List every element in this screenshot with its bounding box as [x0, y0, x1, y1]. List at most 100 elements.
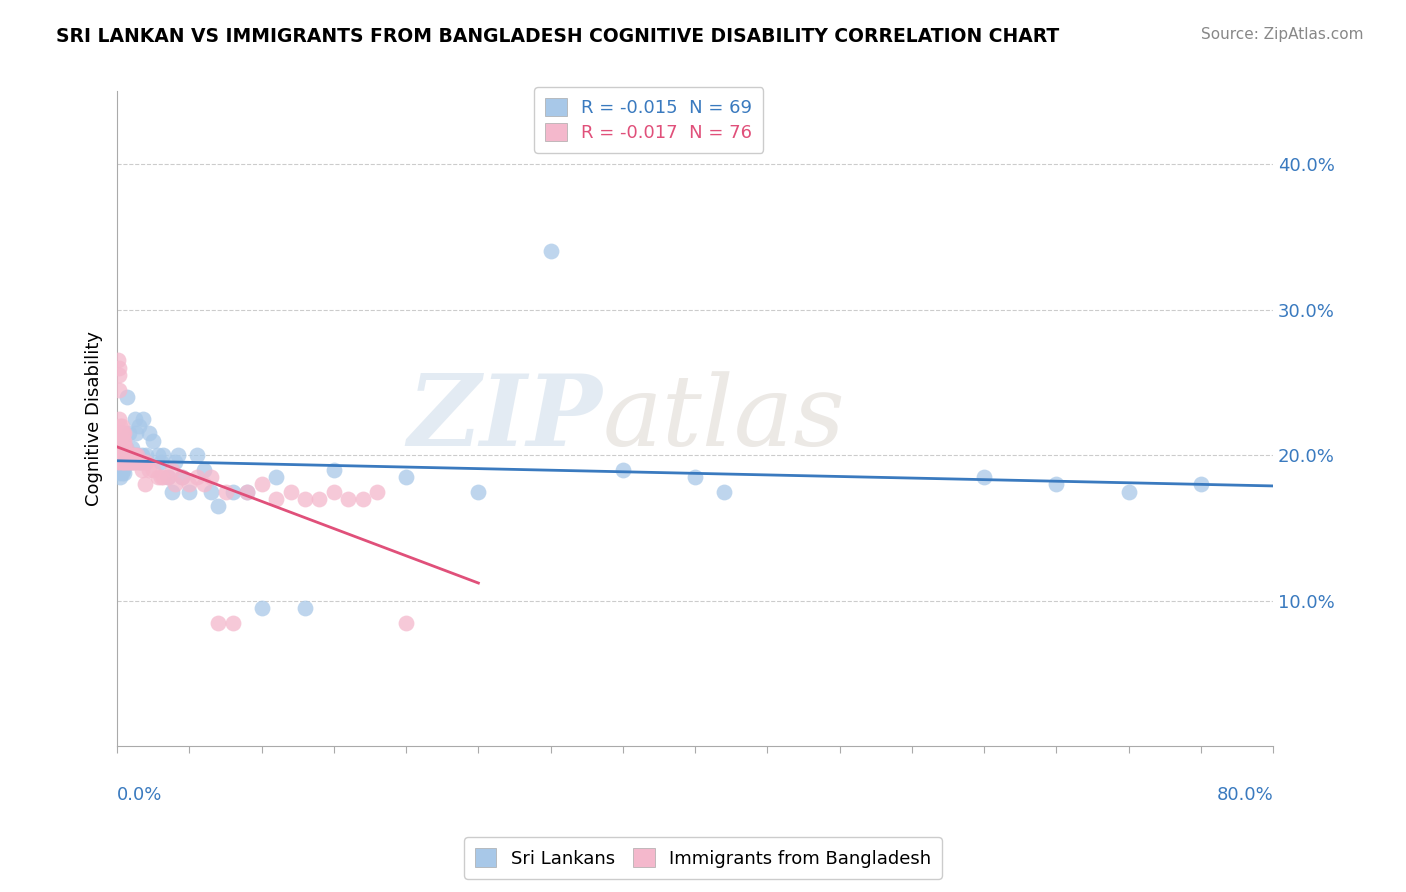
Point: [111, 426, 134, 441]
Point: [108, 470, 131, 484]
Point: [117, 448, 139, 462]
Legend: Sri Lankans, Immigrants from Bangladesh: Sri Lankans, Immigrants from Bangladesh: [464, 838, 942, 879]
Point: [146, 470, 169, 484]
Point: [200, 470, 222, 484]
Point: [120, 455, 142, 469]
Point: [322, 484, 344, 499]
Point: [1118, 484, 1140, 499]
Point: [129, 455, 152, 469]
Point: [110, 455, 132, 469]
Text: SRI LANKAN VS IMMIGRANTS FROM BANGLADESH COGNITIVE DISABILITY CORRELATION CHART: SRI LANKAN VS IMMIGRANTS FROM BANGLADESH…: [56, 27, 1060, 45]
Point: [149, 470, 172, 484]
Point: [214, 484, 236, 499]
Point: [127, 448, 149, 462]
Point: [135, 455, 157, 469]
Point: [107, 353, 129, 368]
Point: [186, 448, 208, 462]
Point: [152, 470, 174, 484]
Point: [156, 470, 179, 484]
Point: [111, 441, 134, 455]
Point: [117, 390, 139, 404]
Point: [337, 491, 360, 506]
Point: [250, 601, 273, 615]
Point: [294, 491, 316, 506]
Point: [172, 470, 194, 484]
Point: [110, 459, 132, 474]
Point: [395, 615, 418, 630]
Point: [118, 426, 141, 441]
Point: [125, 455, 148, 469]
Point: [163, 477, 186, 491]
Point: [193, 463, 215, 477]
Point: [107, 383, 129, 397]
Point: [264, 470, 287, 484]
Point: [222, 615, 245, 630]
Point: [108, 434, 131, 448]
Point: [112, 434, 135, 448]
Point: [107, 455, 129, 469]
Point: [138, 463, 160, 477]
Point: [467, 484, 489, 499]
Point: [138, 426, 160, 441]
Point: [612, 463, 634, 477]
Point: [294, 601, 316, 615]
Point: [122, 455, 145, 469]
Point: [111, 448, 134, 462]
Point: [120, 448, 142, 462]
Point: [120, 448, 142, 462]
Point: [115, 455, 138, 469]
Point: [207, 499, 229, 513]
Point: [111, 463, 134, 477]
Point: [115, 448, 138, 462]
Point: [142, 434, 165, 448]
Point: [108, 455, 131, 469]
Point: [121, 455, 143, 469]
Point: [127, 448, 149, 462]
Point: [250, 477, 273, 491]
Point: [1045, 477, 1067, 491]
Point: [107, 441, 129, 455]
Point: [108, 448, 131, 462]
Point: [111, 434, 134, 448]
Point: [107, 463, 129, 477]
Point: [186, 470, 208, 484]
Point: [193, 477, 215, 491]
Point: [160, 484, 183, 499]
Point: [110, 466, 132, 480]
Point: [134, 477, 156, 491]
Point: [146, 448, 169, 462]
Point: [128, 419, 150, 434]
Point: [108, 466, 131, 480]
Point: [110, 426, 132, 441]
Point: [112, 455, 135, 469]
Point: [124, 448, 146, 462]
Point: [117, 448, 139, 462]
Point: [108, 368, 131, 382]
Point: [128, 455, 150, 469]
Point: [110, 441, 132, 455]
Point: [1189, 477, 1212, 491]
Point: [115, 441, 138, 455]
Point: [112, 466, 135, 480]
Point: [124, 455, 146, 469]
Point: [322, 463, 344, 477]
Point: [131, 448, 153, 462]
Point: [117, 455, 139, 469]
Point: [142, 463, 165, 477]
Point: [118, 455, 141, 469]
Point: [131, 463, 153, 477]
Point: [112, 441, 135, 455]
Point: [129, 455, 152, 469]
Point: [117, 448, 139, 462]
Point: [122, 448, 145, 462]
Point: [118, 448, 141, 462]
Point: [132, 411, 155, 425]
Point: [683, 470, 706, 484]
Point: [132, 455, 155, 469]
Text: 0.0%: 0.0%: [117, 786, 163, 804]
Text: ZIP: ZIP: [408, 370, 603, 467]
Point: [122, 448, 145, 462]
Point: [107, 455, 129, 469]
Text: Source: ZipAtlas.com: Source: ZipAtlas.com: [1201, 27, 1364, 42]
Point: [152, 448, 174, 462]
